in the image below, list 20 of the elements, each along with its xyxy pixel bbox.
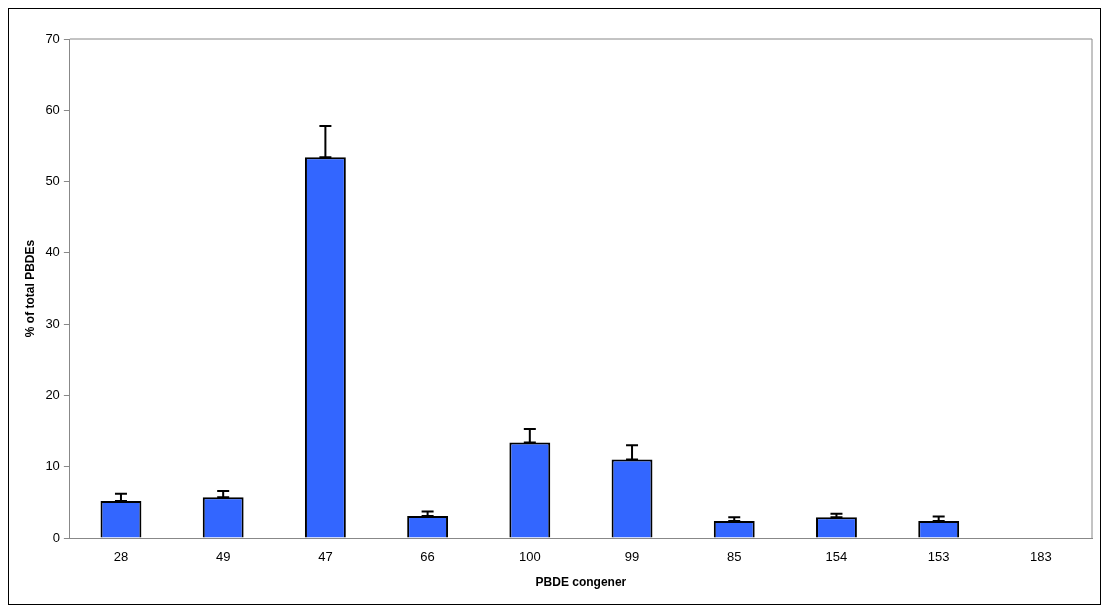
- x-tick-label: 47: [318, 549, 333, 565]
- y-tick-label: 20: [45, 387, 60, 403]
- x-tick-label: 153: [927, 549, 950, 565]
- y-tick-label: 50: [45, 173, 60, 189]
- x-axis-title: PBDE congener: [535, 575, 627, 590]
- x-tick-label: 66: [420, 549, 435, 565]
- y-tick-label: 10: [45, 458, 60, 474]
- x-tick-label: 183: [1030, 549, 1052, 565]
- x-tick-label: 49: [215, 549, 231, 565]
- y-tick-label: 0: [52, 529, 60, 545]
- y-tick-label: 70: [45, 30, 60, 46]
- x-tick-label: 154: [825, 549, 848, 565]
- y-tick-label: 40: [45, 244, 60, 260]
- x-tick-label: 28: [113, 549, 129, 565]
- x-tick-label: 100: [518, 549, 541, 565]
- y-axis-title: % of total PBDEs: [22, 239, 37, 338]
- x-tick-label: 99: [624, 549, 640, 565]
- y-tick-label: 60: [45, 101, 60, 117]
- x-tick-label: 85: [727, 549, 742, 565]
- y-tick-label: 30: [45, 315, 60, 331]
